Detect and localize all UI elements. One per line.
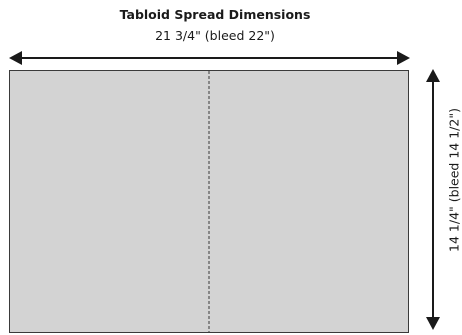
arrowhead-down-icon <box>426 317 440 330</box>
width-dimension-label: 21 3/4" (bleed 22") <box>155 28 275 43</box>
tabloid-spread <box>9 70 409 333</box>
arrowhead-left-icon <box>9 51 22 65</box>
width-arrow <box>9 51 410 65</box>
diagram-title: Tabloid Spread Dimensions <box>119 7 311 22</box>
arrowhead-up-icon <box>426 69 440 82</box>
arrowhead-right-icon <box>397 51 410 65</box>
height-arrow <box>426 69 440 330</box>
height-dimension-label: 14 1/4" (bleed 14 1/2") <box>446 108 462 252</box>
